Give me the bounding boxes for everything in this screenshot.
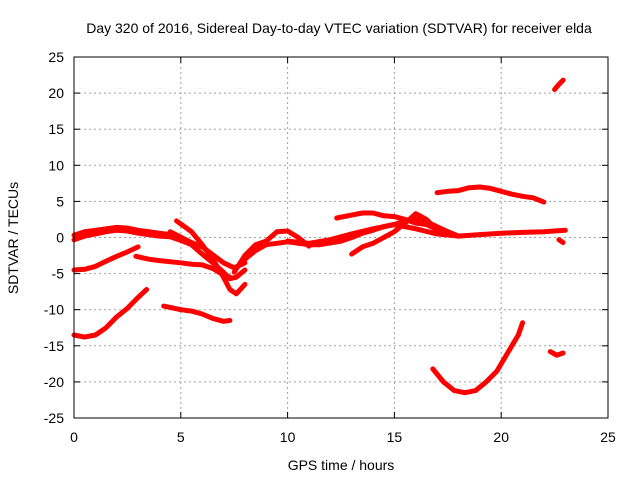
y-tick-label: 25: [48, 49, 64, 65]
series-arc-20: [556, 237, 566, 246]
data-series: [71, 77, 568, 396]
y-tick-label: 0: [56, 230, 64, 246]
y-tick-label: 5: [56, 193, 64, 209]
x-tick-label: 25: [600, 429, 616, 445]
y-tick-label: 20: [48, 85, 64, 101]
chart-title: Day 320 of 2016, Sidereal Day-to-day VTE…: [86, 20, 592, 36]
y-tick-label: -15: [44, 338, 64, 354]
y-tick-label: -20: [44, 374, 64, 390]
x-axis-label: GPS time / hours: [288, 457, 395, 473]
series-arc-18: [552, 77, 566, 92]
series-arc-12: [285, 222, 568, 246]
y-axis-label: SDTVAR / TECUs: [5, 182, 21, 294]
series-arc-19: [547, 349, 566, 358]
tick-labels: 0 5 10 15 20 25 -25 -20 -15 -10 -5 0 5 10 15 20 25: [44, 49, 616, 445]
x-tick-label: 0: [70, 429, 78, 445]
series-arc-5: [161, 303, 233, 324]
y-tick-label: -5: [52, 266, 65, 282]
plot-frame: [73, 56, 609, 419]
series-arc-14: [317, 216, 461, 248]
x-tick-label: 10: [280, 429, 296, 445]
series-arc-4: [71, 287, 150, 340]
series-arc-16: [434, 184, 547, 205]
series-arc-3: [71, 244, 141, 273]
y-tick-label: -10: [44, 302, 64, 318]
series-arc-2: [71, 227, 184, 243]
series-arc-17: [430, 320, 526, 396]
series-arc-15: [349, 211, 440, 257]
series-arc-11: [231, 228, 312, 275]
series-arc-1: [71, 224, 184, 240]
y-tick-label: 10: [48, 157, 64, 173]
x-tick-label: 5: [177, 429, 185, 445]
y-tick-label: 15: [48, 121, 64, 137]
series-arc-8: [167, 233, 248, 282]
y-tick-label: -25: [44, 410, 64, 426]
x-tick-label: 15: [387, 429, 403, 445]
x-tick-label: 20: [493, 429, 509, 445]
